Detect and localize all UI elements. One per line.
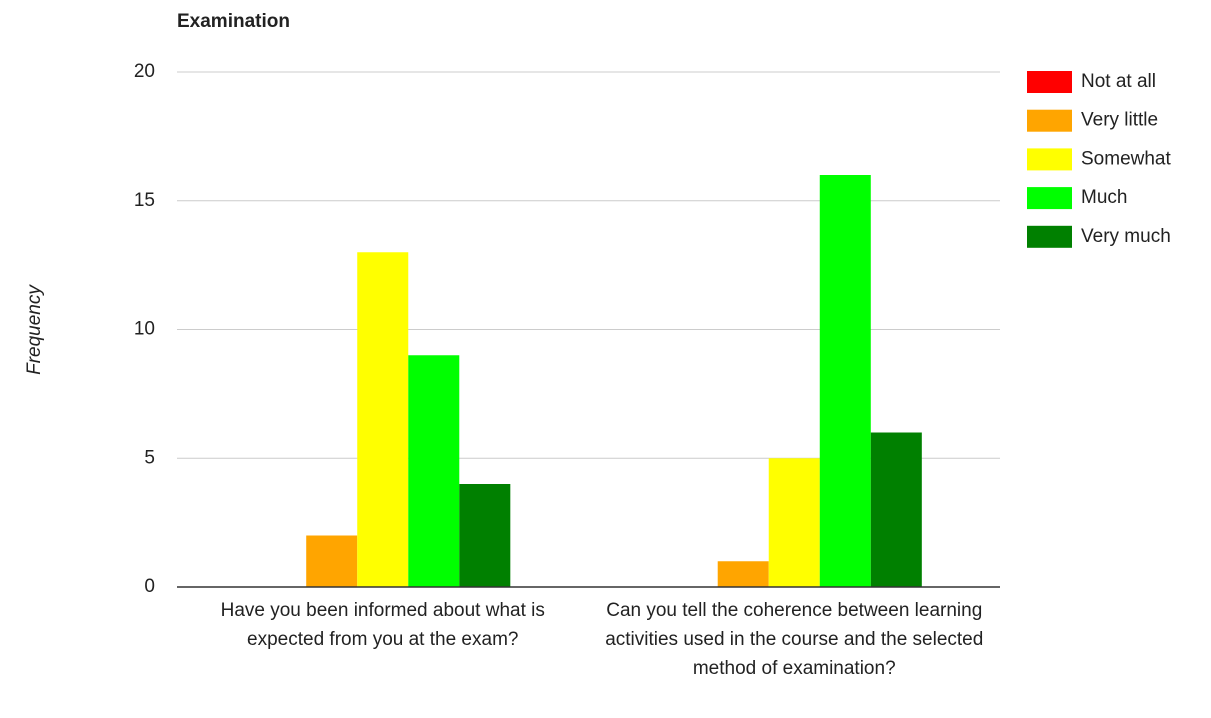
bar: [408, 355, 460, 587]
x-tick-label: Have you been informed about what is expe…: [221, 600, 545, 650]
legend-swatch: [1027, 225, 1072, 248]
bar: [819, 175, 871, 587]
legend-label: Much: [1081, 187, 1127, 208]
legend-label: Not at all: [1081, 71, 1156, 92]
x-tick-label-line: method of examination?: [693, 658, 896, 679]
y-tick-label: 10: [134, 319, 155, 340]
x-tick-label-line: Can you tell the coherence between learn…: [606, 600, 982, 621]
legend-swatch: [1027, 109, 1072, 132]
bar: [870, 432, 922, 587]
x-tick-label-line: activities used in the course and the se…: [605, 629, 983, 650]
y-tick-label: 20: [134, 61, 155, 82]
bar: [357, 252, 409, 587]
y-tick-label: 5: [144, 447, 155, 468]
legend-label: Very much: [1081, 226, 1171, 247]
legend-label: Somewhat: [1081, 148, 1171, 169]
y-tick-label: 15: [134, 190, 155, 211]
legend-swatch: [1027, 71, 1072, 93]
x-tick-label-line: Have you been informed about what is: [221, 600, 545, 621]
bar: [717, 561, 769, 587]
x-tick-label: Can you tell the coherence between learn…: [605, 600, 983, 679]
legend-swatch: [1027, 187, 1072, 210]
legend-swatch: [1027, 148, 1072, 171]
bar: [459, 484, 511, 587]
y-axis-label: Frequency: [24, 284, 45, 375]
bar: [306, 535, 358, 587]
y-tick-label: 0: [144, 576, 155, 597]
chart-title: Examination: [177, 11, 290, 32]
legend-label: Very little: [1081, 110, 1158, 131]
x-tick-label-line: expected from you at the exam?: [247, 629, 518, 650]
bar: [768, 458, 820, 587]
